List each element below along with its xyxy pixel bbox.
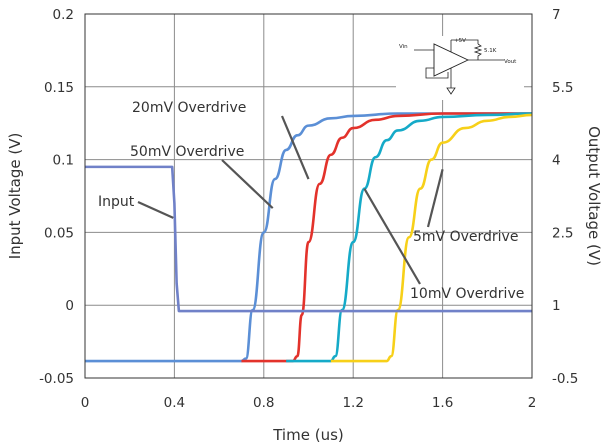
- x-tick-label: 2: [528, 395, 537, 411]
- plot-frame: [84, 13, 533, 379]
- y-left-tick-label: 0.2: [53, 7, 74, 23]
- series-line-20mv-overdrive: [241, 112, 532, 363]
- schematic-background: [396, 36, 524, 100]
- annotation-label: 50mV Overdrive: [130, 144, 244, 160]
- annotation-label: Input: [98, 194, 135, 210]
- y-left-axis-title: Input Voltage (V): [6, 133, 24, 260]
- schematic-supply-label: +5V: [454, 38, 466, 44]
- x-tick-label: 0.4: [164, 395, 185, 411]
- annotation-leader-line: [363, 188, 421, 285]
- comparator-schematic: +5V Vin 5.1K Vout: [396, 36, 524, 100]
- annotation-leader-line: [426, 169, 444, 228]
- y-right-tick-label: -0.5: [552, 371, 578, 387]
- x-tick-label: 1.6: [432, 395, 453, 411]
- series-line-input: [85, 165, 532, 313]
- x-tick-label: 1.2: [342, 395, 363, 411]
- x-tick-label: 0: [81, 395, 90, 411]
- schematic-resistor-label: 5.1K: [484, 48, 497, 54]
- y-left-tick-label: 0.05: [44, 225, 74, 241]
- annotation-leader-line: [221, 159, 274, 209]
- annotation-label: 20mV Overdrive: [132, 100, 246, 116]
- axes: 0 0.4 0.8 1.2 1.6 2 -0.05 0 0.05 0.1 0.15 0.2 -0.5 1 2…: [6, 7, 603, 444]
- y-right-tick-label: 1: [552, 298, 561, 314]
- series-line-5mv-overdrive: [330, 113, 533, 363]
- series-line-10mv-overdrive: [286, 112, 533, 363]
- schematic-input-label: Vin: [399, 44, 408, 50]
- x-axis-title: Time (us): [272, 426, 344, 444]
- annotation-leader-line: [137, 200, 174, 219]
- y-left-tick-label: 0.1: [53, 153, 74, 169]
- y-left-tick-label: 0: [65, 298, 74, 314]
- y-left-tick-label: 0.15: [44, 80, 74, 96]
- y-right-tick-label: 2.5: [552, 225, 573, 241]
- annotation-label: 5mV Overdrive: [413, 229, 518, 245]
- y-right-tick-label: 4: [552, 153, 561, 169]
- pullup-wire: [451, 39, 479, 44]
- resistor-icon: [473, 43, 483, 60]
- y-right-tick-label: 5.5: [552, 80, 573, 96]
- y-right-axis-title: Output Voltage (V): [585, 126, 603, 266]
- schematic-output-label: Vout: [504, 59, 517, 65]
- feedback-wire: [425, 67, 449, 79]
- y-right-tick-label: 7: [552, 7, 561, 23]
- annotation-leaders: [137, 115, 444, 285]
- annotation-label: 10mV Overdrive: [410, 286, 524, 302]
- y-left-tick-label: -0.05: [39, 371, 74, 387]
- ground-symbol-icon: [446, 87, 456, 95]
- x-tick-label: 0.8: [253, 395, 274, 411]
- annotations: 20mV Overdrive 50mV Overdrive Input 5mV Ove…: [98, 100, 524, 302]
- series-line-50mv-overdrive: [85, 112, 532, 363]
- series-layer: [85, 112, 533, 363]
- annotation-leader-line: [280, 115, 310, 180]
